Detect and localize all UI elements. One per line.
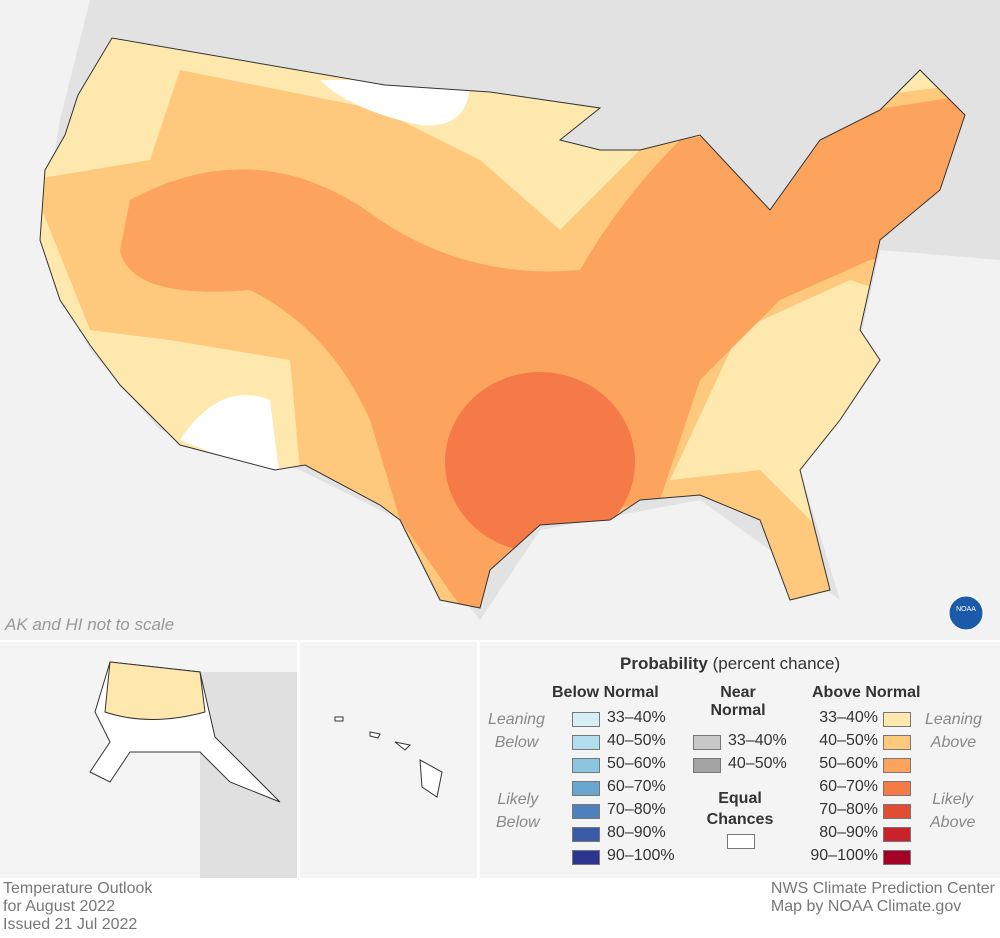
- near-swatch: [693, 758, 721, 773]
- below-label: 80–90%: [607, 824, 666, 841]
- below-label: 50–60%: [607, 755, 666, 772]
- above-swatch: [883, 712, 911, 727]
- above-label: 40–50%: [819, 732, 878, 749]
- footer-left: Temperature Outlook for August 2022 Issued…: [3, 880, 153, 933]
- below-swatch: [572, 712, 600, 727]
- below-swatch: [572, 850, 600, 865]
- leaning-below-label: Leaning Below: [488, 711, 545, 751]
- below-heading: Below Normal: [552, 684, 659, 701]
- zone-likely-above-50-60: [120, 90, 965, 608]
- below-swatch: [572, 735, 600, 750]
- scale-note: AK and HI not to scale: [5, 615, 175, 634]
- above-swatch: [883, 758, 911, 773]
- below-swatch: [572, 804, 600, 819]
- near-label: 33–40%: [728, 732, 787, 749]
- svg-text:NOAA: NOAA: [956, 606, 976, 613]
- likely-below-label: Likely Below: [496, 791, 540, 831]
- above-label: 60–70%: [819, 778, 878, 795]
- above-swatch: [883, 781, 911, 796]
- legend: Probability (percent chance) Below Norma…: [480, 642, 1000, 878]
- below-label: 90–100%: [607, 847, 675, 864]
- above-swatch: [883, 804, 911, 819]
- legend-title: Probability (percent chance): [620, 654, 841, 673]
- zone-equal-chances-az: [180, 395, 280, 480]
- above-label: 50–60%: [819, 755, 878, 772]
- likely-above-label: Likely Above: [930, 791, 976, 831]
- above-swatch: [883, 735, 911, 750]
- equal-swatch: [727, 834, 755, 849]
- below-swatch: [572, 827, 600, 842]
- hawaii-panel: [300, 642, 477, 878]
- above-label: 70–80%: [819, 801, 878, 818]
- below-swatch: [572, 781, 600, 796]
- below-label: 70–80%: [607, 801, 666, 818]
- leaning-above-label: Leaning Above: [925, 711, 982, 751]
- alaska-panel: [0, 642, 297, 878]
- map-svg: NOAA: [0, 0, 1000, 631]
- below-label: 60–70%: [607, 778, 666, 795]
- near-swatch: [693, 735, 721, 750]
- above-heading: Above Normal: [812, 684, 921, 701]
- near-label: 40–50%: [728, 755, 787, 772]
- footer-right: NWS Climate Prediction Center Map by NOAA…: [770, 880, 995, 915]
- near-heading: Near Normal: [710, 684, 766, 719]
- above-swatch: [883, 827, 911, 842]
- zone-likely-above-60-70: [445, 372, 635, 552]
- below-label: 33–40%: [607, 709, 666, 726]
- above-label: 80–90%: [819, 824, 878, 841]
- conus-map: NOAA AK and HI not to scale: [0, 0, 1000, 640]
- noaa-logo: NOAA: [948, 595, 984, 631]
- above-label: 90–100%: [810, 847, 878, 864]
- zone-equal-chances-north: [320, 80, 470, 126]
- below-label: 40–50%: [607, 732, 666, 749]
- below-swatch: [572, 758, 600, 773]
- above-swatch: [883, 850, 911, 865]
- equal-heading: Equal Chances: [706, 790, 774, 828]
- above-label: 33–40%: [819, 709, 878, 726]
